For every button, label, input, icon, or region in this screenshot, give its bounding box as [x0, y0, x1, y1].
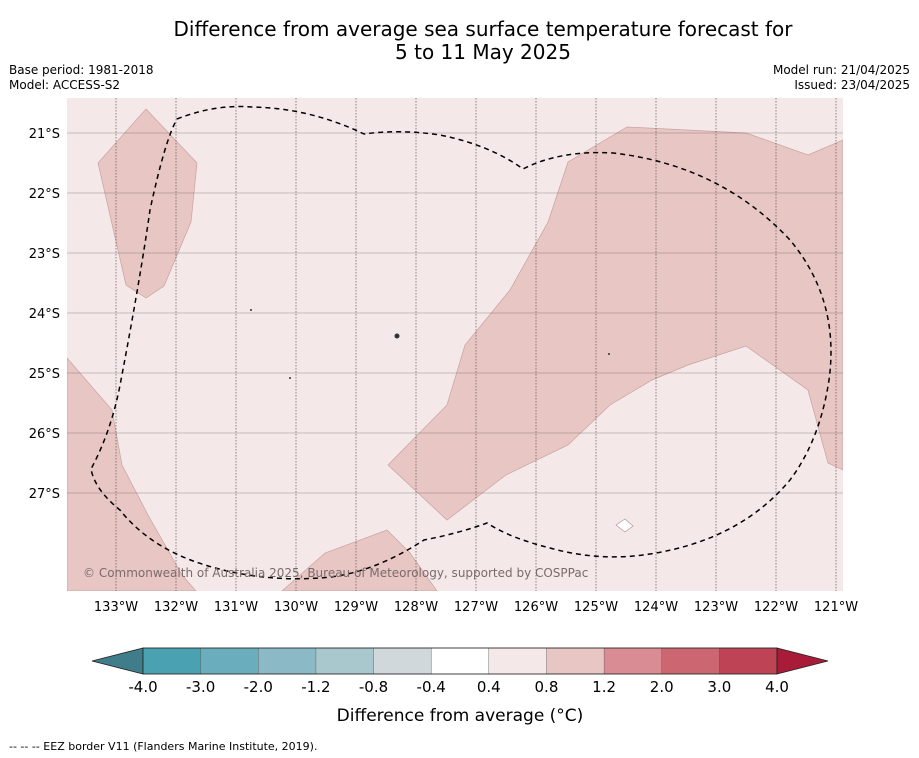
colorbar-cell	[142, 647, 202, 675]
eez-footnote: -- -- -- EEZ border V11 (Flanders Marine…	[9, 740, 318, 753]
lon-label: 127°W	[454, 600, 498, 615]
colorbar-tick-label: -3.0	[186, 678, 215, 696]
lat-label: 25°S	[29, 367, 60, 382]
lat-label: 26°S	[29, 427, 60, 442]
colorbar-tick-label: -1.2	[301, 678, 330, 696]
map-plot: © Commonwealth of Australia 2025, Bureau…	[67, 98, 843, 591]
lon-label: 132°W	[154, 600, 198, 615]
lon-label: 125°W	[574, 600, 618, 615]
colorbar-over-arrow	[776, 647, 829, 675]
colorbar-tick-labels: -4.0 -3.0 -2.0 -1.2 -0.8 -0.4 0.4 0.8 1.2 2.0 3.0 4…	[128, 678, 789, 696]
colorbar-tick-label: 3.0	[707, 678, 731, 696]
lat-label: 24°S	[29, 307, 60, 322]
colorbar-cells	[142, 647, 778, 675]
colorbar-tick-label: -4.0	[128, 678, 157, 696]
sst-band-medium	[67, 108, 843, 591]
colorbar-tick-label: 4.0	[765, 678, 789, 696]
lat-label: 23°S	[29, 247, 60, 262]
colorbar-outline	[142, 647, 778, 675]
warm-patch-east	[387, 126, 843, 521]
lat-gridlines	[67, 132, 843, 494]
colorbar-tick-label: -0.4	[417, 678, 446, 696]
island-2	[250, 309, 252, 311]
colorbar-cell	[546, 647, 605, 675]
lon-label: 126°W	[514, 600, 558, 615]
lon-label: 124°W	[634, 600, 678, 615]
cool-cell	[615, 518, 634, 533]
colorbar-tick-label: -2.0	[244, 678, 273, 696]
lat-label: 27°S	[29, 487, 60, 502]
base-period: Base period: 1981-2018	[9, 63, 154, 77]
lon-label: 121°W	[814, 600, 858, 615]
warm-patch-southwest	[67, 357, 197, 591]
colorbar-cell	[373, 647, 432, 675]
colorbar-cell	[315, 647, 375, 675]
issued-date: Issued: 23/04/2025	[794, 78, 910, 92]
warm-patch-south	[281, 529, 438, 591]
colorbar-cell	[258, 647, 317, 675]
lat-label: 21°S	[29, 127, 60, 142]
lon-label: 129°W	[334, 600, 378, 615]
lat-labels: 21°S 22°S 23°S 24°S 25°S 26°S 27°S	[29, 127, 60, 502]
meta-right: Model run: 21/04/2025 Issued: 23/04/2025	[773, 63, 910, 93]
model-run: Model run: 21/04/2025	[772, 63, 910, 77]
island-3	[289, 377, 291, 379]
colorbar-cell	[661, 647, 720, 675]
lon-label: 123°W	[694, 600, 738, 615]
island-1	[394, 333, 400, 339]
model-name: Model: ACCESS-S2	[9, 78, 121, 92]
colorbar-label: Difference from average (°C)	[337, 706, 584, 726]
lat-label: 22°S	[29, 187, 60, 202]
lon-label: 128°W	[394, 600, 438, 615]
colorbar: -4.0 -3.0 -2.0 -1.2 -0.8 -0.4 0.4 0.8 1.2 2.0 3.0 4…	[91, 647, 829, 726]
title-line-2: 5 to 11 May 2025	[395, 40, 571, 64]
lon-label: 131°W	[214, 600, 258, 615]
lon-label: 130°W	[274, 600, 318, 615]
island-4	[608, 353, 610, 355]
warm-patch-northwest	[97, 108, 198, 299]
chart-title: Difference from average sea surface temp…	[0, 18, 919, 64]
colorbar-cell	[603, 647, 663, 675]
colorbar-cell	[430, 647, 490, 675]
lon-gridlines	[115, 98, 837, 591]
colorbar-tick-label: 1.2	[592, 678, 616, 696]
colorbar-cell	[719, 647, 778, 675]
lon-label: 133°W	[94, 600, 138, 615]
colorbar-tick-label: -0.8	[359, 678, 388, 696]
colorbar-cell	[200, 647, 259, 675]
colorbar-tick-label: 0.8	[535, 678, 559, 696]
colorbar-under-arrow	[91, 647, 144, 675]
colorbar-cell	[488, 647, 547, 675]
lon-labels: 133°W 132°W 131°W 130°W 129°W 128°W 127°…	[94, 600, 858, 615]
colorbar-tick-label: 0.4	[477, 678, 501, 696]
copyright-text: © Commonwealth of Australia 2025, Bureau…	[83, 566, 588, 580]
title-line-1: Difference from average sea surface temp…	[173, 17, 793, 41]
lon-label: 122°W	[754, 600, 798, 615]
colorbar-tick-label: 2.0	[650, 678, 674, 696]
meta-left: Base period: 1981-2018 Model: ACCESS-S2	[9, 63, 154, 93]
